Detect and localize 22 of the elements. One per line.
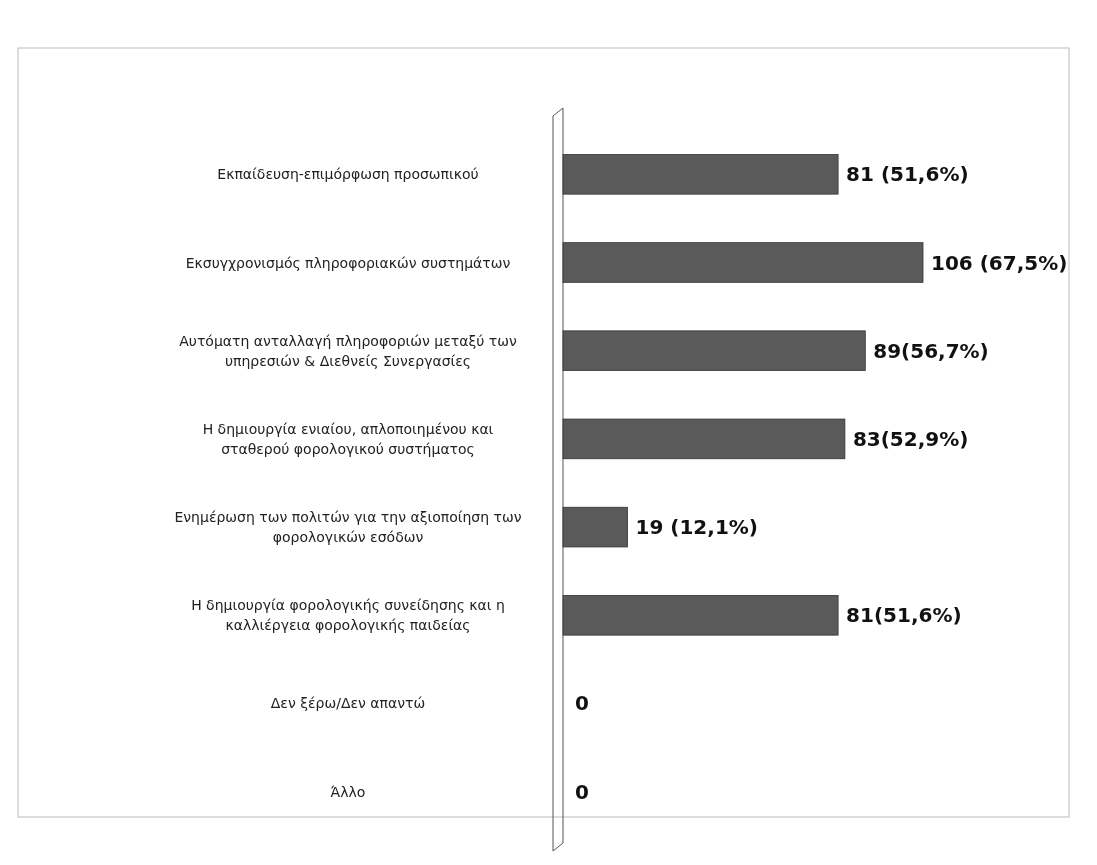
- y-tick-label: Εκσυγχρονισμός πληροφοριακών συστημάτων: [185, 254, 511, 271]
- data-label: 81 (51,6%): [846, 162, 969, 187]
- bar: [562, 418, 846, 460]
- data-label: 0: [575, 779, 589, 804]
- y-tick-label: Δεν ξέρω/Δεν απαντώ: [270, 695, 426, 712]
- y-tick-label: Η δημιουργία ενιαίου, απλοποιημένου και σταθερού φορολογικού συστήματος: [202, 420, 494, 457]
- y-tick-label: Ενημέρωση των πολιτών για την αξιοποίηση των φορολογικών εσόδων: [174, 509, 522, 546]
- y-tick-label: Η δημιουργία φορολογικής συνείδησης και η καλλιέργεια φορολογικής παιδείας: [191, 597, 505, 634]
- y-tick-label: Άλλο: [330, 783, 366, 800]
- y-tick-label: Αυτόματη ανταλλαγή πληροφοριών μεταξύ των υπηρεσιών & Διεθνείς Συνεργασίες: [179, 332, 517, 369]
- data-label: 81(51,6%): [846, 603, 962, 628]
- bar: [562, 154, 839, 195]
- data-label: 0: [575, 691, 589, 716]
- bar: [562, 330, 866, 371]
- data-label: 19 (12,1%): [635, 515, 758, 540]
- bar: [562, 506, 628, 548]
- y-tick-label: Εκπαίδευση-επιμόρφωση προσωπικού: [217, 166, 479, 183]
- data-label: 89(56,7%): [873, 338, 989, 363]
- data-label: 83(52,9%): [852, 426, 969, 451]
- bar: [562, 595, 839, 636]
- data-label: 106 (67,5%): [931, 250, 1068, 275]
- bar: [562, 242, 924, 283]
